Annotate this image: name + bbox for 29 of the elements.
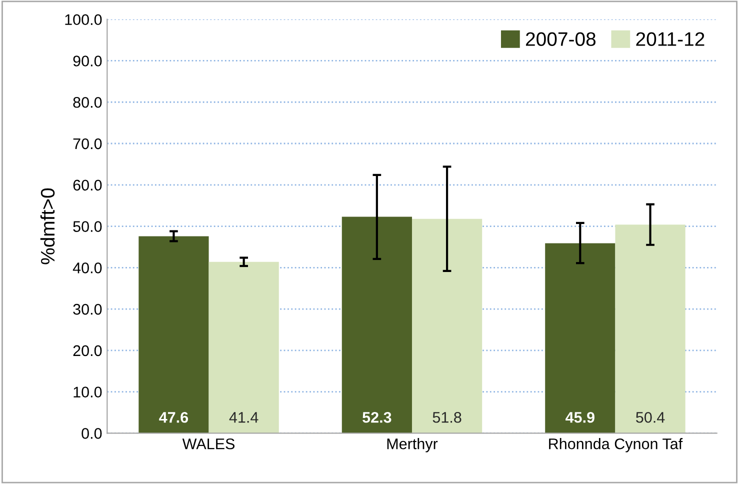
y-tick-label: 0.0	[82, 428, 102, 439]
data-label: 50.4	[636, 412, 665, 423]
x-tick-label: Merthyr	[387, 438, 438, 452]
y-tick-label: 50.0	[73, 221, 102, 232]
y-tick-label: 30.0	[73, 304, 102, 315]
bar	[138, 236, 209, 434]
y-tick-label: 10.0	[74, 386, 102, 398]
data-label: 41.4	[229, 412, 258, 423]
y-tick-label: 90.0	[73, 56, 102, 66]
x-tick-label: Rhonnda Cynon Taf	[549, 438, 683, 452]
bar	[208, 262, 279, 434]
bar	[412, 218, 482, 434]
legend-label: 2007-08	[526, 32, 596, 46]
y-tick-label: 100.0	[65, 14, 102, 26]
y-tick-label: 60.0	[73, 180, 102, 191]
bar	[545, 243, 616, 434]
data-label: 51.8	[432, 412, 462, 423]
bar	[615, 224, 686, 434]
y-tick-label: 70.0	[73, 138, 102, 150]
data-label: 45.9	[566, 412, 594, 423]
y-axis-title: %dmft>0	[40, 188, 55, 264]
bar	[342, 216, 412, 434]
data-label: 52.3	[362, 412, 392, 423]
legend-label: 2011-12	[636, 32, 704, 46]
x-tick-label: WALES	[182, 438, 235, 450]
y-tick-label: 20.0	[73, 345, 102, 356]
data-label: 47.6	[159, 412, 188, 423]
y-tick-label: 40.0	[72, 262, 102, 274]
y-tick-label: 80.0	[73, 96, 102, 108]
